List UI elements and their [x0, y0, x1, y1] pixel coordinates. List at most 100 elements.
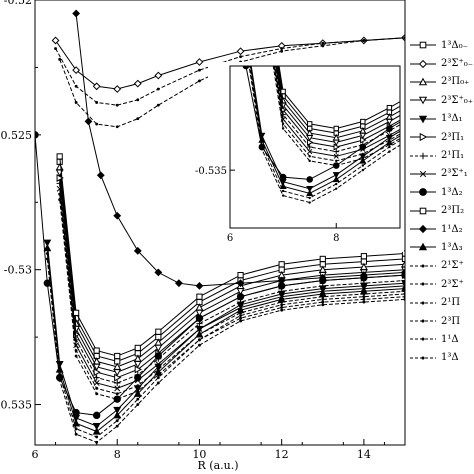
data-point: [243, 29, 248, 34]
data-point: [401, 277, 405, 284]
legend-marker: [418, 59, 428, 68]
data-point: [335, 164, 338, 167]
legend-label: 2³Π₂: [441, 205, 465, 217]
legend-entry: 1¹Δ: [409, 330, 474, 348]
series-line: [277, 66, 400, 134]
data-point: [196, 326, 203, 332]
data-point: [280, 303, 284, 307]
data-point: [361, 168, 365, 172]
data-point: [401, 284, 405, 292]
data-point: [84, 117, 93, 126]
data-point: [335, 187, 338, 190]
legend-label: 2¹Σ⁺: [441, 260, 464, 272]
data-point: [359, 157, 367, 164]
data-point: [362, 297, 366, 301]
data-point: [54, 47, 57, 50]
legend-marker: [419, 188, 427, 197]
legend-entry: 1³Δ₂: [409, 183, 474, 201]
data-point: [388, 150, 391, 153]
data-point: [114, 385, 121, 392]
data-point: [113, 211, 122, 220]
data-point: [55, 365, 64, 373]
inset-chart: 6 8 -0.535: [195, 29, 404, 252]
data-point: [58, 198, 62, 202]
data-point: [136, 397, 140, 401]
data-point: [134, 373, 142, 382]
series-line: [59, 194, 405, 395]
series-line: [46, 253, 405, 438]
data-point: [133, 246, 142, 255]
data-point: [245, 44, 247, 46]
series-line: [55, 37, 405, 106]
data-point: [260, 148, 264, 151]
data-point: [113, 85, 122, 93]
legend-marker: [419, 41, 427, 49]
series-15: [58, 192, 405, 396]
data-point: [198, 68, 201, 72]
legend-marker: [419, 207, 427, 215]
data-point: [195, 309, 204, 317]
data-point: [95, 435, 99, 439]
series-line: [59, 37, 405, 128]
data-point: [307, 149, 313, 155]
data-point: [306, 121, 313, 127]
data-point: [277, 276, 286, 285]
series-3: [55, 163, 405, 370]
data-point: [332, 139, 340, 147]
data-point: [195, 314, 204, 322]
data-point: [74, 84, 78, 88]
data-point: [114, 373, 122, 382]
data-point: [279, 173, 287, 181]
data-point: [56, 174, 64, 182]
data-point: [359, 132, 367, 140]
legend-entry: 1³Δ₀₋: [409, 36, 474, 54]
data-point: [319, 255, 326, 263]
data-point: [386, 132, 392, 138]
data-point: [333, 143, 340, 151]
data-point: [198, 343, 201, 347]
data-point: [154, 71, 163, 80]
series-14: [58, 36, 405, 129]
data-point: [321, 44, 325, 48]
data-point: [321, 295, 325, 299]
legend-marker: [419, 133, 428, 142]
inset-x-tick-label: 6: [227, 233, 233, 244]
data-point: [92, 427, 101, 435]
legend-entry: 2³Π₂: [409, 202, 474, 220]
data-point: [92, 411, 101, 420]
legend-entry: 2¹Π: [409, 293, 474, 311]
series-line: [276, 66, 400, 143]
data-point: [236, 279, 245, 288]
series-18: [245, 44, 400, 204]
data-point: [113, 411, 122, 419]
data-point: [332, 172, 340, 179]
data-point: [72, 9, 81, 18]
data-point: [280, 49, 284, 53]
data-point: [386, 104, 393, 111]
data-point: [115, 392, 119, 396]
data-point: [308, 196, 311, 200]
legend-swatch: [410, 243, 436, 251]
series-line: [59, 172, 405, 373]
data-point: [280, 88, 286, 95]
data-point: [308, 159, 311, 163]
data-point: [362, 295, 366, 299]
data-point: [195, 303, 204, 311]
data-point: [134, 365, 142, 374]
data-point: [245, 39, 247, 41]
legend-marker: [421, 337, 425, 341]
series-16: [272, 66, 400, 167]
data-point: [402, 282, 405, 289]
series-11: [72, 9, 405, 290]
legend-entry: 2¹Π₁: [409, 146, 474, 164]
data-point: [280, 47, 284, 50]
data-point: [260, 143, 264, 146]
legend-swatch: [410, 133, 436, 142]
series-line: [277, 66, 400, 139]
data-point: [278, 261, 285, 268]
data-point: [96, 171, 105, 180]
data-point: [56, 185, 63, 192]
legend-marker: [421, 301, 425, 305]
data-point: [280, 308, 284, 312]
data-point: [73, 309, 80, 316]
